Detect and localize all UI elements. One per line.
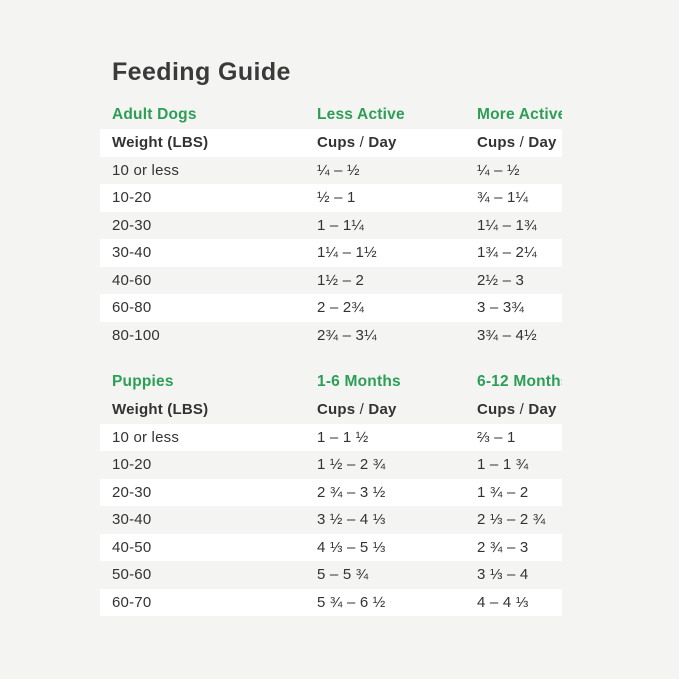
cups-6-12-cell: 2 ⅓ – 2 ¾ xyxy=(477,511,546,529)
puppies-cups-header-1: Cups / Day xyxy=(317,401,397,419)
table-row: 40-60 1½ – 2 2½ – 3 xyxy=(100,267,562,295)
weight-cell: 10 or less xyxy=(112,161,180,179)
cups-6-12-cell: ⅔ – 1 xyxy=(477,428,516,446)
more-active-cell: 2½ – 3 xyxy=(477,271,525,289)
less-active-cell: ½ – 1 xyxy=(317,189,356,207)
less-active-cell: 2 – 2¾ xyxy=(317,299,365,317)
puppies-col-6-12-months: 6-12 Months xyxy=(477,372,562,390)
adult-section-title: Adult Dogs xyxy=(112,105,197,123)
cups-6-12-cell: 4 – 4 ⅓ xyxy=(477,593,529,611)
weight-cell: 60-70 xyxy=(112,593,152,611)
puppies-section-title: Puppies xyxy=(112,372,174,390)
table-row: 20-30 2 ¾ – 3 ½ 1 ¾ – 2 xyxy=(100,478,562,506)
puppies-subheader-row: Weight (LBS) Cups / Day Cups / Day xyxy=(100,396,562,424)
adult-col-less-active: Less Active xyxy=(317,105,405,123)
weight-cell: 30-40 xyxy=(112,511,152,529)
puppies-cups-header-2: Cups / Day xyxy=(477,401,557,419)
more-active-cell: ¼ – ½ xyxy=(477,161,520,179)
weight-cell: 30-40 xyxy=(112,244,152,262)
weight-cell: 20-30 xyxy=(112,483,152,501)
puppies-col-1-6-months: 1-6 Months xyxy=(317,372,401,390)
adult-section-header-row: Adult Dogs Less Active More Active xyxy=(100,103,562,126)
cups-6-12-cell: 1 ¾ – 2 xyxy=(477,483,529,501)
cups-1-6-cell: 3 ½ – 4 ⅓ xyxy=(317,511,386,529)
cups-6-12-cell: 3 ⅓ – 4 xyxy=(477,566,529,584)
table-row: 20-30 1 – 1¼ 1¼ – 1¾ xyxy=(100,212,562,240)
less-active-cell: 1¼ – 1½ xyxy=(317,244,377,262)
less-active-cell: ¼ – ½ xyxy=(317,161,360,179)
cups-6-12-cell: 2 ¾ – 3 xyxy=(477,538,529,556)
adult-col-more-active: More Active xyxy=(477,105,562,123)
table-row: 10-20 1 ½ – 2 ¾ 1 – 1 ¾ xyxy=(100,451,562,479)
table-row: 60-70 5 ¾ – 6 ½ 4 – 4 ⅓ xyxy=(100,588,562,616)
more-active-cell: 1¼ – 1¾ xyxy=(477,216,537,234)
cups-6-12-cell: 1 – 1 ¾ xyxy=(477,456,529,474)
adult-subheader-row: Weight (LBS) Cups / Day Cups / Day xyxy=(100,129,562,157)
weight-cell: 10-20 xyxy=(112,189,152,207)
table-row: 50-60 5 – 5 ¾ 3 ⅓ – 4 xyxy=(100,561,562,589)
less-active-cell: 1 – 1¼ xyxy=(317,216,365,234)
puppies-section-header-row: Puppies 1-6 Months 6-12 Months xyxy=(100,370,562,393)
table-row: 10-20 ½ – 1 ¾ – 1¼ xyxy=(100,184,562,212)
cups-1-6-cell: 5 ¾ – 6 ½ xyxy=(317,593,386,611)
table-row: 10 or less ¼ – ½ ¼ – ½ xyxy=(100,157,562,185)
cups-1-6-cell: 1 – 1 ½ xyxy=(317,428,369,446)
table-row: 30-40 1¼ – 1½ 1¾ – 2¼ xyxy=(100,239,562,267)
cups-1-6-cell: 4 ⅓ – 5 ⅓ xyxy=(317,538,386,556)
weight-cell: 10-20 xyxy=(112,456,152,474)
weight-cell: 10 or less xyxy=(112,428,180,446)
puppies-weight-header: Weight (LBS) xyxy=(112,401,209,419)
table-row: 60-80 2 – 2¾ 3 – 3¾ xyxy=(100,294,562,322)
adult-cups-header-1: Cups / Day xyxy=(317,134,397,152)
more-active-cell: 3 – 3¾ xyxy=(477,299,525,317)
weight-cell: 40-60 xyxy=(112,271,152,289)
adult-cups-header-2: Cups / Day xyxy=(477,134,557,152)
weight-cell: 20-30 xyxy=(112,216,152,234)
weight-cell: 60-80 xyxy=(112,299,152,317)
more-active-cell: 3¾ – 4½ xyxy=(477,326,537,344)
more-active-cell: ¾ – 1¼ xyxy=(477,189,529,207)
table-row: 80-100 2¾ – 3¼ 3¾ – 4½ xyxy=(100,322,562,350)
page-title: Feeding Guide xyxy=(112,58,291,86)
adult-weight-header: Weight (LBS) xyxy=(112,134,209,152)
weight-cell: 50-60 xyxy=(112,566,152,584)
less-active-cell: 2¾ – 3¼ xyxy=(317,326,377,344)
cups-1-6-cell: 2 ¾ – 3 ½ xyxy=(317,483,386,501)
less-active-cell: 1½ – 2 xyxy=(317,271,365,289)
weight-cell: 80-100 xyxy=(112,326,160,344)
more-active-cell: 1¾ – 2¼ xyxy=(477,244,537,262)
table-row: 30-40 3 ½ – 4 ⅓ 2 ⅓ – 2 ¾ xyxy=(100,506,562,534)
cups-1-6-cell: 1 ½ – 2 ¾ xyxy=(317,456,386,474)
adult-dogs-section: Adult Dogs Less Active More Active Weigh… xyxy=(100,103,562,349)
weight-cell: 40-50 xyxy=(112,538,152,556)
table-row: 10 or less 1 – 1 ½ ⅔ – 1 xyxy=(100,423,562,451)
table-row: 40-50 4 ⅓ – 5 ⅓ 2 ¾ – 3 xyxy=(100,533,562,561)
cups-1-6-cell: 5 – 5 ¾ xyxy=(317,566,369,584)
puppies-section: Puppies 1-6 Months 6-12 Months Weight (L… xyxy=(100,370,562,616)
